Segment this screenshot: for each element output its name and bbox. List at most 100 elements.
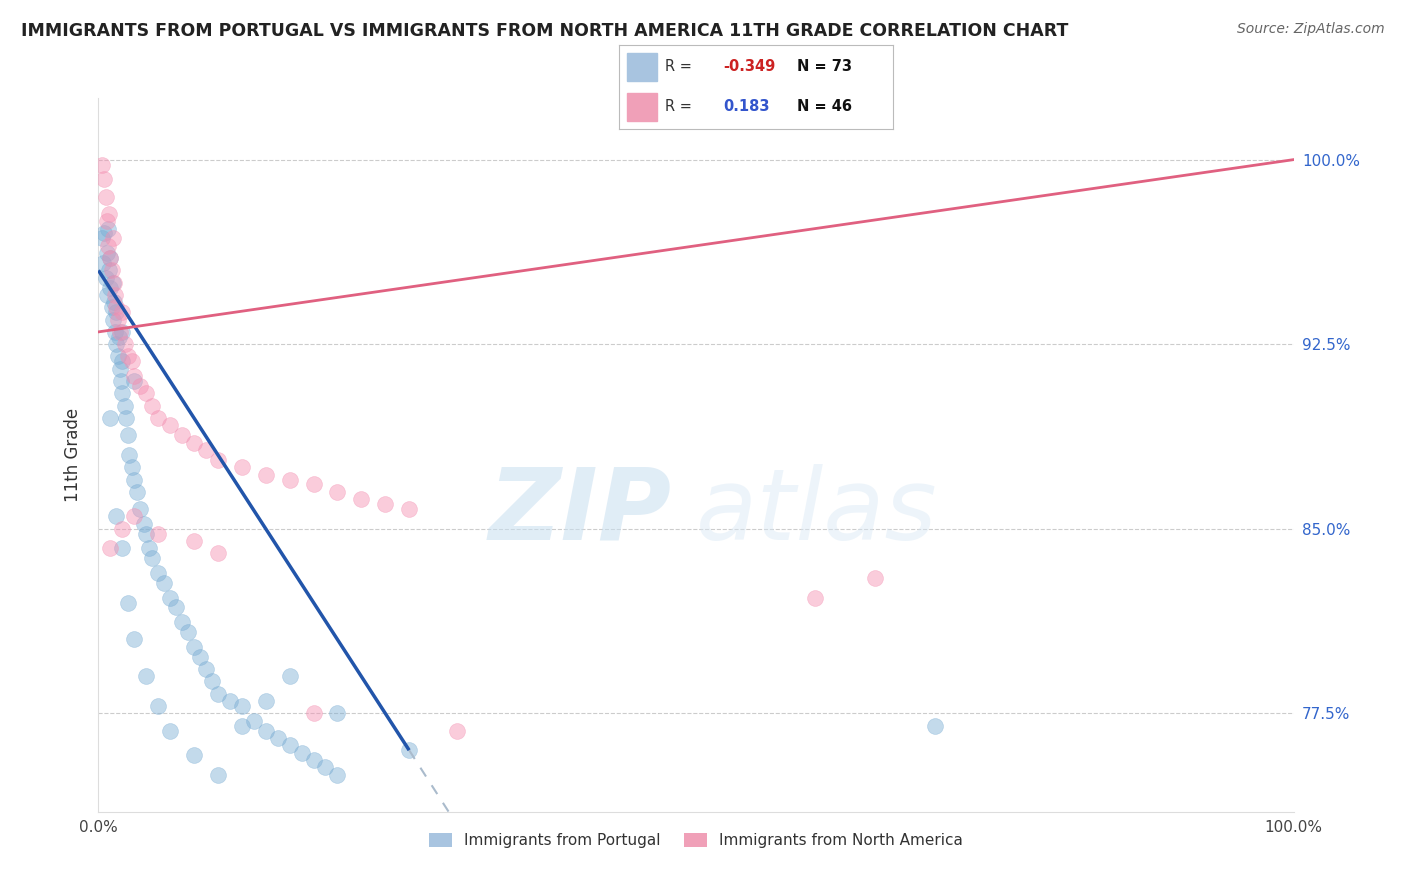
Point bbox=[111, 541, 134, 556]
Point bbox=[114, 337, 136, 351]
Point bbox=[124, 374, 146, 388]
Text: R =: R = bbox=[665, 59, 692, 74]
Point bbox=[302, 753, 325, 767]
Point bbox=[111, 522, 134, 536]
Point bbox=[129, 379, 152, 393]
Text: N = 73: N = 73 bbox=[797, 59, 852, 74]
Point bbox=[108, 325, 131, 339]
Point bbox=[865, 571, 887, 585]
Point bbox=[117, 350, 139, 364]
Point bbox=[207, 453, 229, 467]
Point bbox=[103, 295, 125, 310]
Point bbox=[100, 300, 122, 314]
Point bbox=[100, 263, 122, 277]
Point bbox=[302, 706, 325, 721]
Point bbox=[98, 263, 121, 277]
Point bbox=[91, 157, 114, 171]
Point bbox=[350, 492, 373, 507]
Point bbox=[96, 246, 118, 260]
Point bbox=[103, 276, 125, 290]
Point bbox=[98, 251, 122, 265]
Point bbox=[117, 428, 139, 442]
Point bbox=[924, 718, 946, 732]
Point bbox=[148, 526, 170, 541]
Point bbox=[374, 497, 396, 511]
Point bbox=[98, 280, 122, 294]
Point bbox=[165, 600, 187, 615]
Point bbox=[254, 467, 277, 482]
Bar bbox=[627, 54, 657, 81]
Point bbox=[97, 221, 120, 235]
Point bbox=[124, 473, 146, 487]
Point bbox=[804, 591, 827, 605]
Point bbox=[183, 748, 205, 763]
Point bbox=[135, 386, 157, 401]
Text: Source: ZipAtlas.com: Source: ZipAtlas.com bbox=[1237, 22, 1385, 37]
Point bbox=[97, 239, 120, 253]
Point bbox=[108, 361, 131, 376]
Point bbox=[105, 337, 128, 351]
Point bbox=[159, 723, 181, 738]
Legend: Immigrants from Portugal, Immigrants from North America: Immigrants from Portugal, Immigrants fro… bbox=[423, 827, 969, 854]
Point bbox=[254, 723, 277, 738]
Point bbox=[138, 541, 160, 556]
Point bbox=[141, 399, 163, 413]
Point bbox=[111, 305, 134, 319]
Point bbox=[91, 256, 114, 270]
Text: N = 46: N = 46 bbox=[797, 99, 852, 114]
Text: R =: R = bbox=[665, 99, 692, 114]
Point bbox=[159, 591, 181, 605]
Point bbox=[243, 714, 266, 728]
Point bbox=[98, 251, 122, 265]
Bar bbox=[627, 93, 657, 120]
Point bbox=[183, 534, 205, 549]
Point bbox=[302, 477, 325, 491]
Point bbox=[326, 768, 349, 782]
Point bbox=[121, 354, 143, 368]
Point bbox=[93, 172, 115, 186]
Point bbox=[172, 428, 194, 442]
Point bbox=[141, 551, 163, 566]
Point bbox=[132, 516, 155, 531]
Point bbox=[107, 312, 129, 326]
Text: -0.349: -0.349 bbox=[723, 59, 775, 74]
Point bbox=[110, 374, 132, 388]
Point bbox=[326, 706, 349, 721]
Point bbox=[111, 386, 134, 401]
Point bbox=[231, 460, 253, 475]
Point bbox=[114, 399, 136, 413]
Point bbox=[124, 632, 146, 647]
Point bbox=[111, 325, 134, 339]
Point bbox=[195, 662, 218, 676]
Point bbox=[183, 640, 205, 654]
Point bbox=[101, 231, 124, 245]
Point bbox=[98, 411, 122, 425]
Point bbox=[207, 687, 229, 701]
Text: ZIP: ZIP bbox=[489, 464, 672, 560]
Point bbox=[231, 698, 253, 713]
Point bbox=[98, 207, 121, 221]
Point bbox=[129, 502, 152, 516]
Point bbox=[315, 760, 337, 774]
Point bbox=[135, 526, 157, 541]
Point bbox=[148, 566, 170, 580]
Point bbox=[135, 669, 157, 683]
Point bbox=[121, 460, 143, 475]
Point bbox=[219, 694, 242, 708]
Point bbox=[125, 484, 148, 499]
Point bbox=[201, 674, 224, 689]
Point bbox=[172, 615, 194, 630]
Point bbox=[105, 300, 128, 314]
Text: atlas: atlas bbox=[696, 464, 938, 560]
Y-axis label: 11th Grade: 11th Grade bbox=[65, 408, 83, 502]
Point bbox=[278, 669, 301, 683]
Point bbox=[107, 330, 129, 344]
Point bbox=[94, 189, 117, 203]
Point bbox=[398, 502, 420, 516]
Point bbox=[111, 354, 134, 368]
Point bbox=[104, 288, 127, 302]
Point bbox=[177, 625, 200, 640]
Point bbox=[115, 411, 138, 425]
Point bbox=[96, 288, 118, 302]
Point bbox=[446, 723, 468, 738]
